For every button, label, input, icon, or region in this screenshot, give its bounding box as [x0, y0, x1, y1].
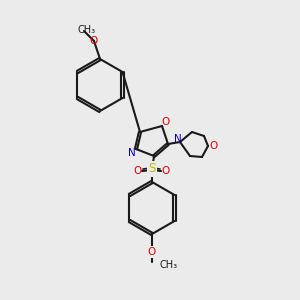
Text: CH₃: CH₃	[78, 25, 96, 35]
Text: O: O	[90, 36, 98, 46]
Text: O: O	[133, 166, 141, 176]
Text: O: O	[148, 247, 156, 257]
Text: N: N	[174, 134, 182, 144]
Text: N: N	[128, 148, 136, 158]
Text: O: O	[161, 117, 169, 127]
Text: O: O	[209, 141, 217, 151]
Text: O: O	[162, 166, 170, 176]
Text: S: S	[148, 163, 156, 176]
Text: CH₃: CH₃	[160, 260, 178, 270]
